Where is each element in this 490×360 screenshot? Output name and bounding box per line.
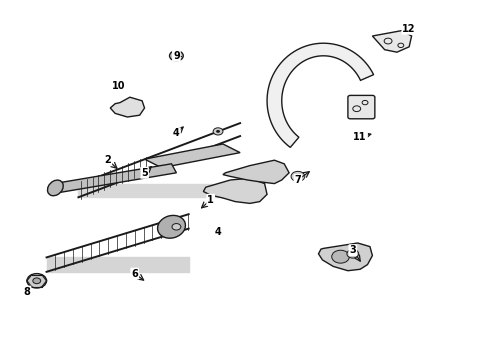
- Text: 8: 8: [24, 287, 30, 297]
- Text: 2: 2: [104, 155, 111, 165]
- Ellipse shape: [158, 215, 185, 238]
- Circle shape: [173, 54, 179, 58]
- Circle shape: [295, 174, 301, 179]
- Text: 5: 5: [141, 168, 148, 178]
- Text: 12: 12: [402, 24, 416, 34]
- Circle shape: [216, 130, 220, 133]
- Text: 4: 4: [173, 128, 180, 138]
- Circle shape: [172, 224, 181, 230]
- Polygon shape: [203, 178, 267, 203]
- Circle shape: [33, 278, 41, 284]
- Ellipse shape: [48, 180, 63, 196]
- Circle shape: [170, 51, 183, 61]
- Circle shape: [332, 250, 349, 263]
- Text: 1: 1: [207, 195, 214, 205]
- Circle shape: [347, 249, 359, 258]
- Polygon shape: [372, 31, 412, 52]
- Circle shape: [213, 128, 223, 135]
- Circle shape: [27, 274, 47, 288]
- Polygon shape: [54, 164, 176, 193]
- Polygon shape: [267, 43, 373, 147]
- Polygon shape: [145, 144, 240, 168]
- Polygon shape: [110, 97, 145, 117]
- Text: 3: 3: [349, 245, 356, 255]
- Polygon shape: [318, 243, 372, 271]
- Text: 11: 11: [353, 132, 367, 142]
- FancyBboxPatch shape: [348, 95, 375, 119]
- Text: 10: 10: [112, 81, 125, 91]
- Circle shape: [291, 171, 305, 181]
- Text: 4: 4: [215, 227, 221, 237]
- Text: 7: 7: [294, 175, 301, 185]
- Text: 9: 9: [173, 51, 180, 61]
- Text: 6: 6: [131, 269, 138, 279]
- Polygon shape: [223, 160, 289, 184]
